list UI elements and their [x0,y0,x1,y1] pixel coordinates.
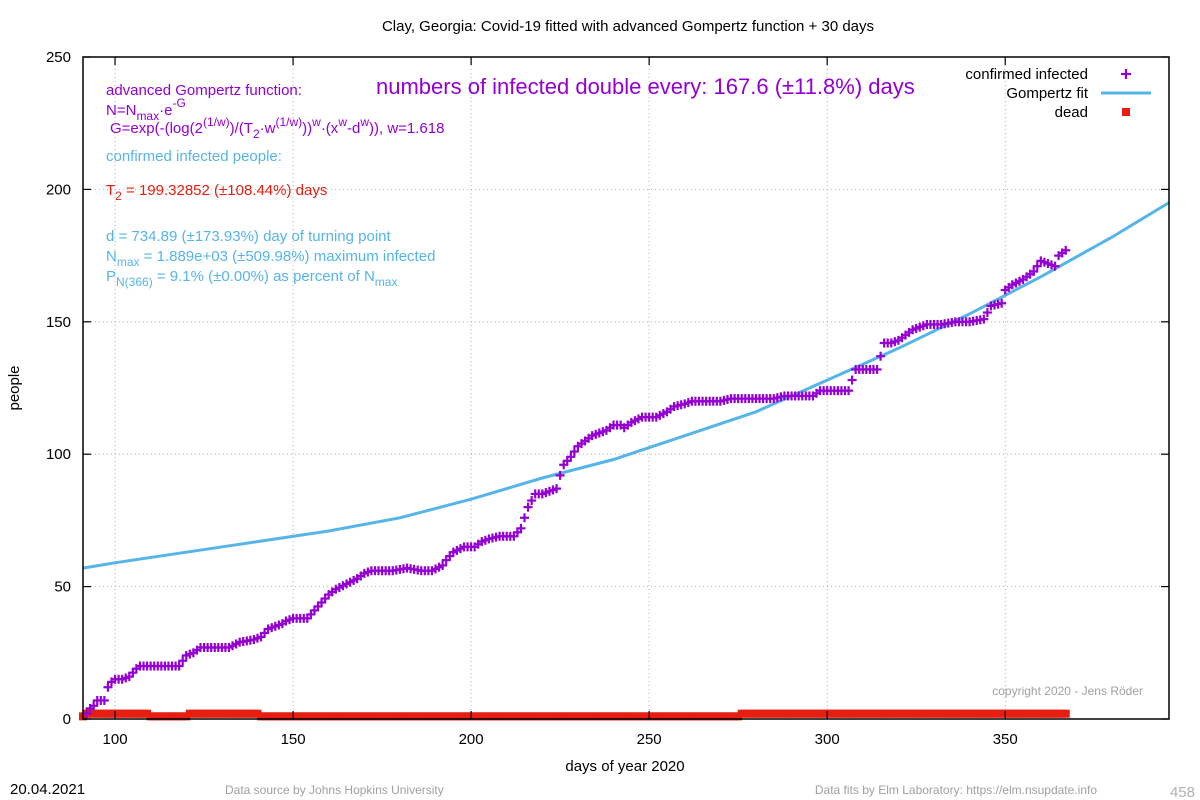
formula-g-sup: w [311,115,321,129]
confirmed-point [1032,261,1042,271]
y-tick-label: 150 [46,314,71,331]
x-tick-label: 150 [281,731,306,748]
confirmed-label: confirmed infected people: [106,148,282,165]
y-axis-label: people [6,365,23,410]
p-sub2: max [375,275,398,289]
doubling-annotation: numbers of infected double every: 167.6 … [376,74,915,99]
series-gompertz-fit [82,201,1170,570]
x-tick-label: 350 [993,731,1018,748]
formula-g-sup: (1/w) [203,115,230,129]
formula-g-part: G=exp(-(log(2 [110,120,203,137]
confirmed-point [552,484,562,494]
formula-g: G=exp(-(log(2(1/w))/(T2·w(1/w)))w·(xw-dw… [110,115,444,141]
footer-date: 20.04.2021 [10,781,85,798]
t2-sub: 2 [115,189,122,203]
confirmed-point [997,298,1007,308]
t2-part: T [106,182,115,199]
t2-part: = 199.32852 (±108.44%) days [122,182,327,199]
confirmed-point [1061,245,1071,255]
formula-g-sub: 2 [253,127,260,141]
formula-g-part: )/(T [230,120,253,137]
page-number: 458 [1170,784,1195,800]
nmax-part: = 1.889e+03 (±509.98%) maximum infected [140,248,436,265]
x-tick-label: 250 [637,731,662,748]
formula-g-sup: (1/w) [275,115,302,129]
formula-g-sup: w [337,115,347,129]
x-axis-label: days of year 2020 [565,758,684,775]
formula-n-sup: -G [172,96,185,110]
confirmed-point [1029,266,1039,276]
formula-n: N=Nmax·e-G [106,96,186,123]
confirmed-point [520,513,530,523]
confirmed-point [89,701,99,711]
confirmed-point [847,375,857,385]
formula-n-part: N=N [106,102,136,119]
formula-g-part: )) [302,120,312,137]
fit-line [82,201,1170,570]
annotations: numbers of infected double every: 167.6 … [106,74,915,289]
series-confirmed-infected [82,245,1071,719]
confirmed-point [174,661,184,671]
axes: 100 150 200 250 300 350 0 50 100 150 200 250 [46,49,1169,748]
t2-line: T2 = 199.32852 (±108.44%) days [106,182,327,203]
y-tick-label: 50 [54,579,71,596]
d-line: d = 734.89 (±173.93%) day of turning poi… [106,228,392,245]
confirmed-point [527,496,537,506]
nmax-line: Nmax = 1.889e+03 (±509.98%) maximum infe… [106,248,435,269]
confirmed-point [99,695,109,705]
confirmed-point [844,386,854,396]
copyright: copyright 2020 - Jens Röder [992,684,1143,698]
chart-title: Clay, Georgia: Covid-19 fitted with adva… [382,18,874,35]
confirmed-point [566,452,576,462]
confirmed-point [979,314,989,324]
legend-label-fit: Gompertz fit [1006,85,1089,102]
y-tick-label: 200 [46,181,71,198]
confirmed-point [103,682,113,692]
gompertz-title: advanced Gompertz function: [106,82,302,99]
dead-point [1061,709,1070,718]
legend-symbol-dead [1122,108,1130,116]
p-line: PN(366) = 9.1% (±0.00%) as percent of Nm… [106,268,397,289]
confirmed-point [982,308,992,318]
p-part: = 9.1% (±0.00%) as percent of N [153,268,375,285]
y-tick-label: 100 [46,446,71,463]
formula-g-part: ·w [260,120,276,137]
formula-g-sup: w [359,115,369,129]
x-tick-label: 300 [815,731,840,748]
formula-n-sub: max [136,109,159,123]
nmax-part: N [106,248,117,265]
legend-label-confirmed: confirmed infected [965,66,1088,83]
y-tick-label: 250 [46,49,71,66]
p-part: P [106,268,116,285]
confirmed-point [438,560,448,570]
legend-symbols [1101,69,1151,116]
formula-g-part: )), w=1.618 [369,120,444,137]
formula-g-part: -d [347,120,360,137]
plot-frame [82,56,1170,720]
confirmed-point [569,447,579,457]
footer-source-right: Data fits by Elm Laboratory: https://elm… [815,783,1097,797]
confirmed-point [516,523,526,533]
confirmed-point [1050,261,1060,271]
legend-label-dead: dead [1055,104,1088,121]
formula-n-part: ·e [159,102,172,119]
legend: confirmed infected Gompertz fit dead [965,66,1151,121]
confirmed-point [523,502,533,512]
confirmed-point [555,470,565,480]
confirmed-point [178,656,188,666]
confirmed-point [876,351,886,361]
confirmed-point [872,364,882,374]
x-tick-label: 100 [103,731,128,748]
formula-g-part: ·(x [321,120,339,137]
footer-source-left: Data source by Johns Hopkins University [225,783,444,797]
nmax-sub: max [117,255,140,269]
p-sub: N(366) [116,275,153,289]
y-tick-label: 0 [63,711,71,728]
x-tick-label: 200 [459,731,484,748]
